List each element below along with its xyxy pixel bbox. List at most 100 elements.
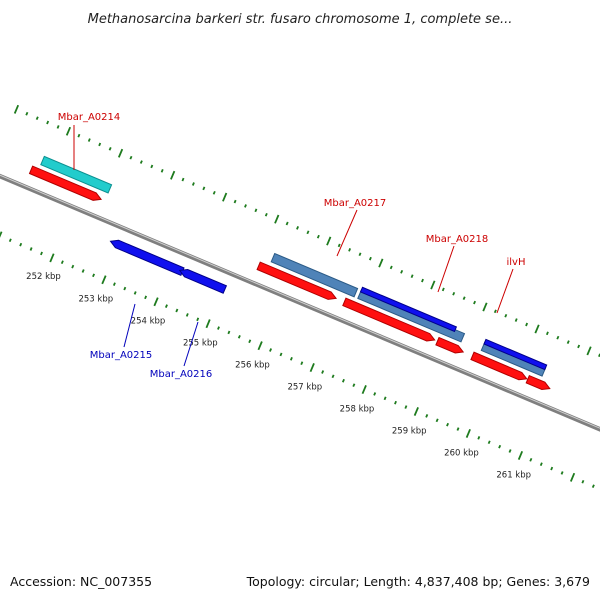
gene-feature xyxy=(270,252,359,298)
gene-feature xyxy=(178,268,228,294)
minor-tick xyxy=(112,282,116,286)
minor-tick xyxy=(248,339,252,344)
minor-tick xyxy=(279,352,283,357)
major-tick xyxy=(257,341,263,351)
major-tick xyxy=(101,275,107,285)
minor-tick xyxy=(566,340,570,344)
minor-tick xyxy=(46,120,50,125)
backbone xyxy=(0,173,600,432)
major-tick xyxy=(205,319,211,329)
minor-tick xyxy=(237,335,241,339)
backbone-highlight xyxy=(0,174,600,429)
minor-tick xyxy=(123,286,127,291)
minor-tick xyxy=(514,318,518,322)
major-tick xyxy=(13,104,20,114)
minor-tick xyxy=(139,160,143,164)
tick-label: 257 kbp xyxy=(287,382,322,392)
map-title: Methanosarcina barkeri str. fusaro chrom… xyxy=(88,12,513,27)
minor-tick xyxy=(212,190,216,195)
minor-tick xyxy=(358,252,362,257)
tick-label: 259 kbp xyxy=(392,427,427,437)
minor-tick xyxy=(129,155,133,160)
minor-tick xyxy=(175,308,179,313)
major-tick xyxy=(222,192,228,202)
minor-tick xyxy=(35,116,39,120)
minor-tick xyxy=(19,242,23,247)
minor-tick xyxy=(368,256,372,261)
minor-tick xyxy=(8,238,12,243)
minor-tick xyxy=(462,296,466,300)
gene-leader-line xyxy=(496,268,514,314)
minor-tick xyxy=(164,304,168,308)
minor-tick xyxy=(404,405,408,409)
major-tick xyxy=(0,231,3,238)
minor-tick xyxy=(144,295,148,300)
minor-tick xyxy=(244,204,247,208)
gene-feature xyxy=(109,239,185,276)
major-tick xyxy=(586,346,592,356)
gene-label: Mbar_A0216 xyxy=(150,369,213,380)
minor-tick xyxy=(539,462,543,467)
cds-feature xyxy=(470,351,528,381)
minor-tick xyxy=(435,418,439,423)
gene-feature xyxy=(40,155,113,194)
minor-tick xyxy=(185,313,189,317)
minor-tick xyxy=(316,234,320,239)
minor-tick xyxy=(331,374,335,379)
minor-tick xyxy=(446,422,450,427)
major-tick xyxy=(326,236,332,246)
minor-tick xyxy=(352,383,356,387)
cds-feature xyxy=(256,261,338,300)
major-tick xyxy=(413,407,419,416)
tick-label: 261 kbp xyxy=(496,471,531,481)
minor-tick xyxy=(29,247,33,251)
cds-feature xyxy=(342,297,436,342)
minor-tick xyxy=(321,370,325,374)
minor-tick xyxy=(425,414,429,418)
major-tick xyxy=(49,253,55,263)
minor-tick xyxy=(341,378,345,383)
gene-feature xyxy=(483,338,548,371)
gene-leader-line xyxy=(123,303,136,348)
minor-tick xyxy=(400,269,404,274)
minor-tick xyxy=(217,326,220,330)
major-tick xyxy=(569,472,576,482)
minor-tick xyxy=(60,260,64,265)
minor-tick xyxy=(410,274,414,279)
backbone-line xyxy=(0,173,600,432)
minor-tick xyxy=(394,400,397,405)
minor-tick xyxy=(77,133,81,138)
minor-tick xyxy=(348,248,352,252)
tick-labels: 252 kbp 253 kbp 254 kbp 255 kbp 256 kbp 257 k… xyxy=(26,272,531,480)
cds-feature xyxy=(28,165,103,201)
tick-label: 256 kbp xyxy=(235,360,270,370)
major-tick xyxy=(309,363,315,373)
tick-label: 254 kbp xyxy=(131,316,166,326)
minor-tick xyxy=(87,138,91,142)
accession-text: Accession: NC_007355 xyxy=(10,574,152,589)
topology-summary-text: Topology: circular; Length: 4,837,408 bp… xyxy=(246,574,590,589)
tick-label: 255 kbp xyxy=(183,338,218,348)
minor-tick xyxy=(389,265,393,270)
minor-tick xyxy=(233,199,237,204)
minor-tick xyxy=(300,361,304,366)
minor-tick xyxy=(202,186,206,191)
minor-tick xyxy=(581,479,585,484)
gene-feature xyxy=(357,289,466,343)
major-tick xyxy=(465,428,471,438)
minor-tick xyxy=(254,208,258,213)
minor-tick xyxy=(421,278,424,283)
minor-tick xyxy=(108,147,112,151)
minor-tick xyxy=(493,309,497,314)
minor-tick xyxy=(560,471,564,475)
minor-tick xyxy=(306,230,310,235)
minor-tick xyxy=(504,313,508,318)
major-tick xyxy=(65,126,72,136)
tick-label: 252 kbp xyxy=(26,272,61,282)
major-tick xyxy=(274,214,280,224)
tick-label: 260 kbp xyxy=(444,449,479,459)
minor-tick xyxy=(456,427,460,431)
minor-tick xyxy=(477,436,481,440)
minor-tick xyxy=(92,273,96,278)
minor-tick xyxy=(264,212,268,217)
